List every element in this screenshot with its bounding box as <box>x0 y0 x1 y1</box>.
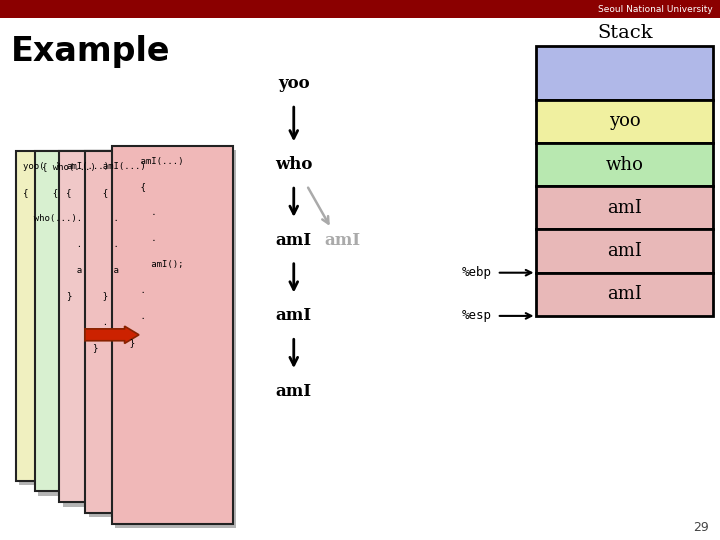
Text: amI: amI <box>607 199 642 217</box>
Text: .: . <box>66 240 82 249</box>
Text: who(...): who(...) <box>23 214 77 223</box>
Text: %ebp: %ebp <box>462 266 492 279</box>
Text: .: . <box>119 208 156 218</box>
Text: a: a <box>92 266 119 275</box>
Text: yoo: yoo <box>609 112 640 131</box>
FancyBboxPatch shape <box>0 0 720 18</box>
FancyBboxPatch shape <box>16 151 127 481</box>
Text: { who(...): { who(...) <box>42 162 96 171</box>
Text: .: . <box>119 286 145 295</box>
FancyBboxPatch shape <box>536 143 713 186</box>
Text: a: a <box>66 266 82 275</box>
FancyBboxPatch shape <box>63 156 184 507</box>
Text: amI(...): amI(...) <box>119 157 184 166</box>
Text: who: who <box>606 156 644 174</box>
Text: amI(...): amI(...) <box>92 162 146 171</box>
Text: Seoul National University: Seoul National University <box>598 5 713 14</box>
Text: {: { <box>92 188 108 197</box>
Text: %esp: %esp <box>462 309 492 322</box>
Text: .: . <box>92 240 119 249</box>
Text: amI: amI <box>324 232 360 249</box>
Text: amI(...): amI(...) <box>66 162 109 171</box>
FancyArrow shape <box>85 326 139 343</box>
Text: who: who <box>275 156 312 173</box>
FancyBboxPatch shape <box>536 100 713 143</box>
FancyBboxPatch shape <box>89 156 210 517</box>
Text: amI: amI <box>276 232 312 249</box>
FancyBboxPatch shape <box>35 151 153 491</box>
FancyBboxPatch shape <box>59 151 180 502</box>
Text: {: { <box>66 188 71 197</box>
FancyBboxPatch shape <box>536 273 713 316</box>
Text: }: } <box>66 292 71 301</box>
Text: yoo(  ): yoo( ) <box>23 162 60 171</box>
Text: {: { <box>23 188 28 197</box>
Text: 29: 29 <box>693 521 709 534</box>
FancyBboxPatch shape <box>536 186 713 230</box>
Text: amI: amI <box>607 242 642 260</box>
FancyBboxPatch shape <box>115 150 236 528</box>
Text: {: { <box>119 183 145 192</box>
Text: amI();: amI(); <box>119 260 184 269</box>
FancyBboxPatch shape <box>536 46 713 100</box>
Text: .: . <box>119 312 145 321</box>
Text: amI: amI <box>276 307 312 325</box>
Text: .: . <box>92 318 108 327</box>
Text: }: } <box>119 338 135 347</box>
Text: {: { <box>42 188 58 197</box>
Text: .: . <box>92 214 119 223</box>
FancyBboxPatch shape <box>19 156 131 485</box>
FancyBboxPatch shape <box>112 146 233 524</box>
FancyBboxPatch shape <box>536 230 713 273</box>
FancyBboxPatch shape <box>38 156 157 496</box>
Text: amI: amI <box>276 383 312 400</box>
Text: .: . <box>66 214 82 223</box>
Text: }: } <box>92 343 97 353</box>
Text: }: } <box>92 292 108 301</box>
Text: yoo: yoo <box>278 75 310 92</box>
FancyBboxPatch shape <box>85 151 206 513</box>
Text: Stack: Stack <box>597 24 653 42</box>
Text: .: . <box>119 234 156 244</box>
Text: Example: Example <box>11 35 171 68</box>
Text: amI: amI <box>607 285 642 303</box>
